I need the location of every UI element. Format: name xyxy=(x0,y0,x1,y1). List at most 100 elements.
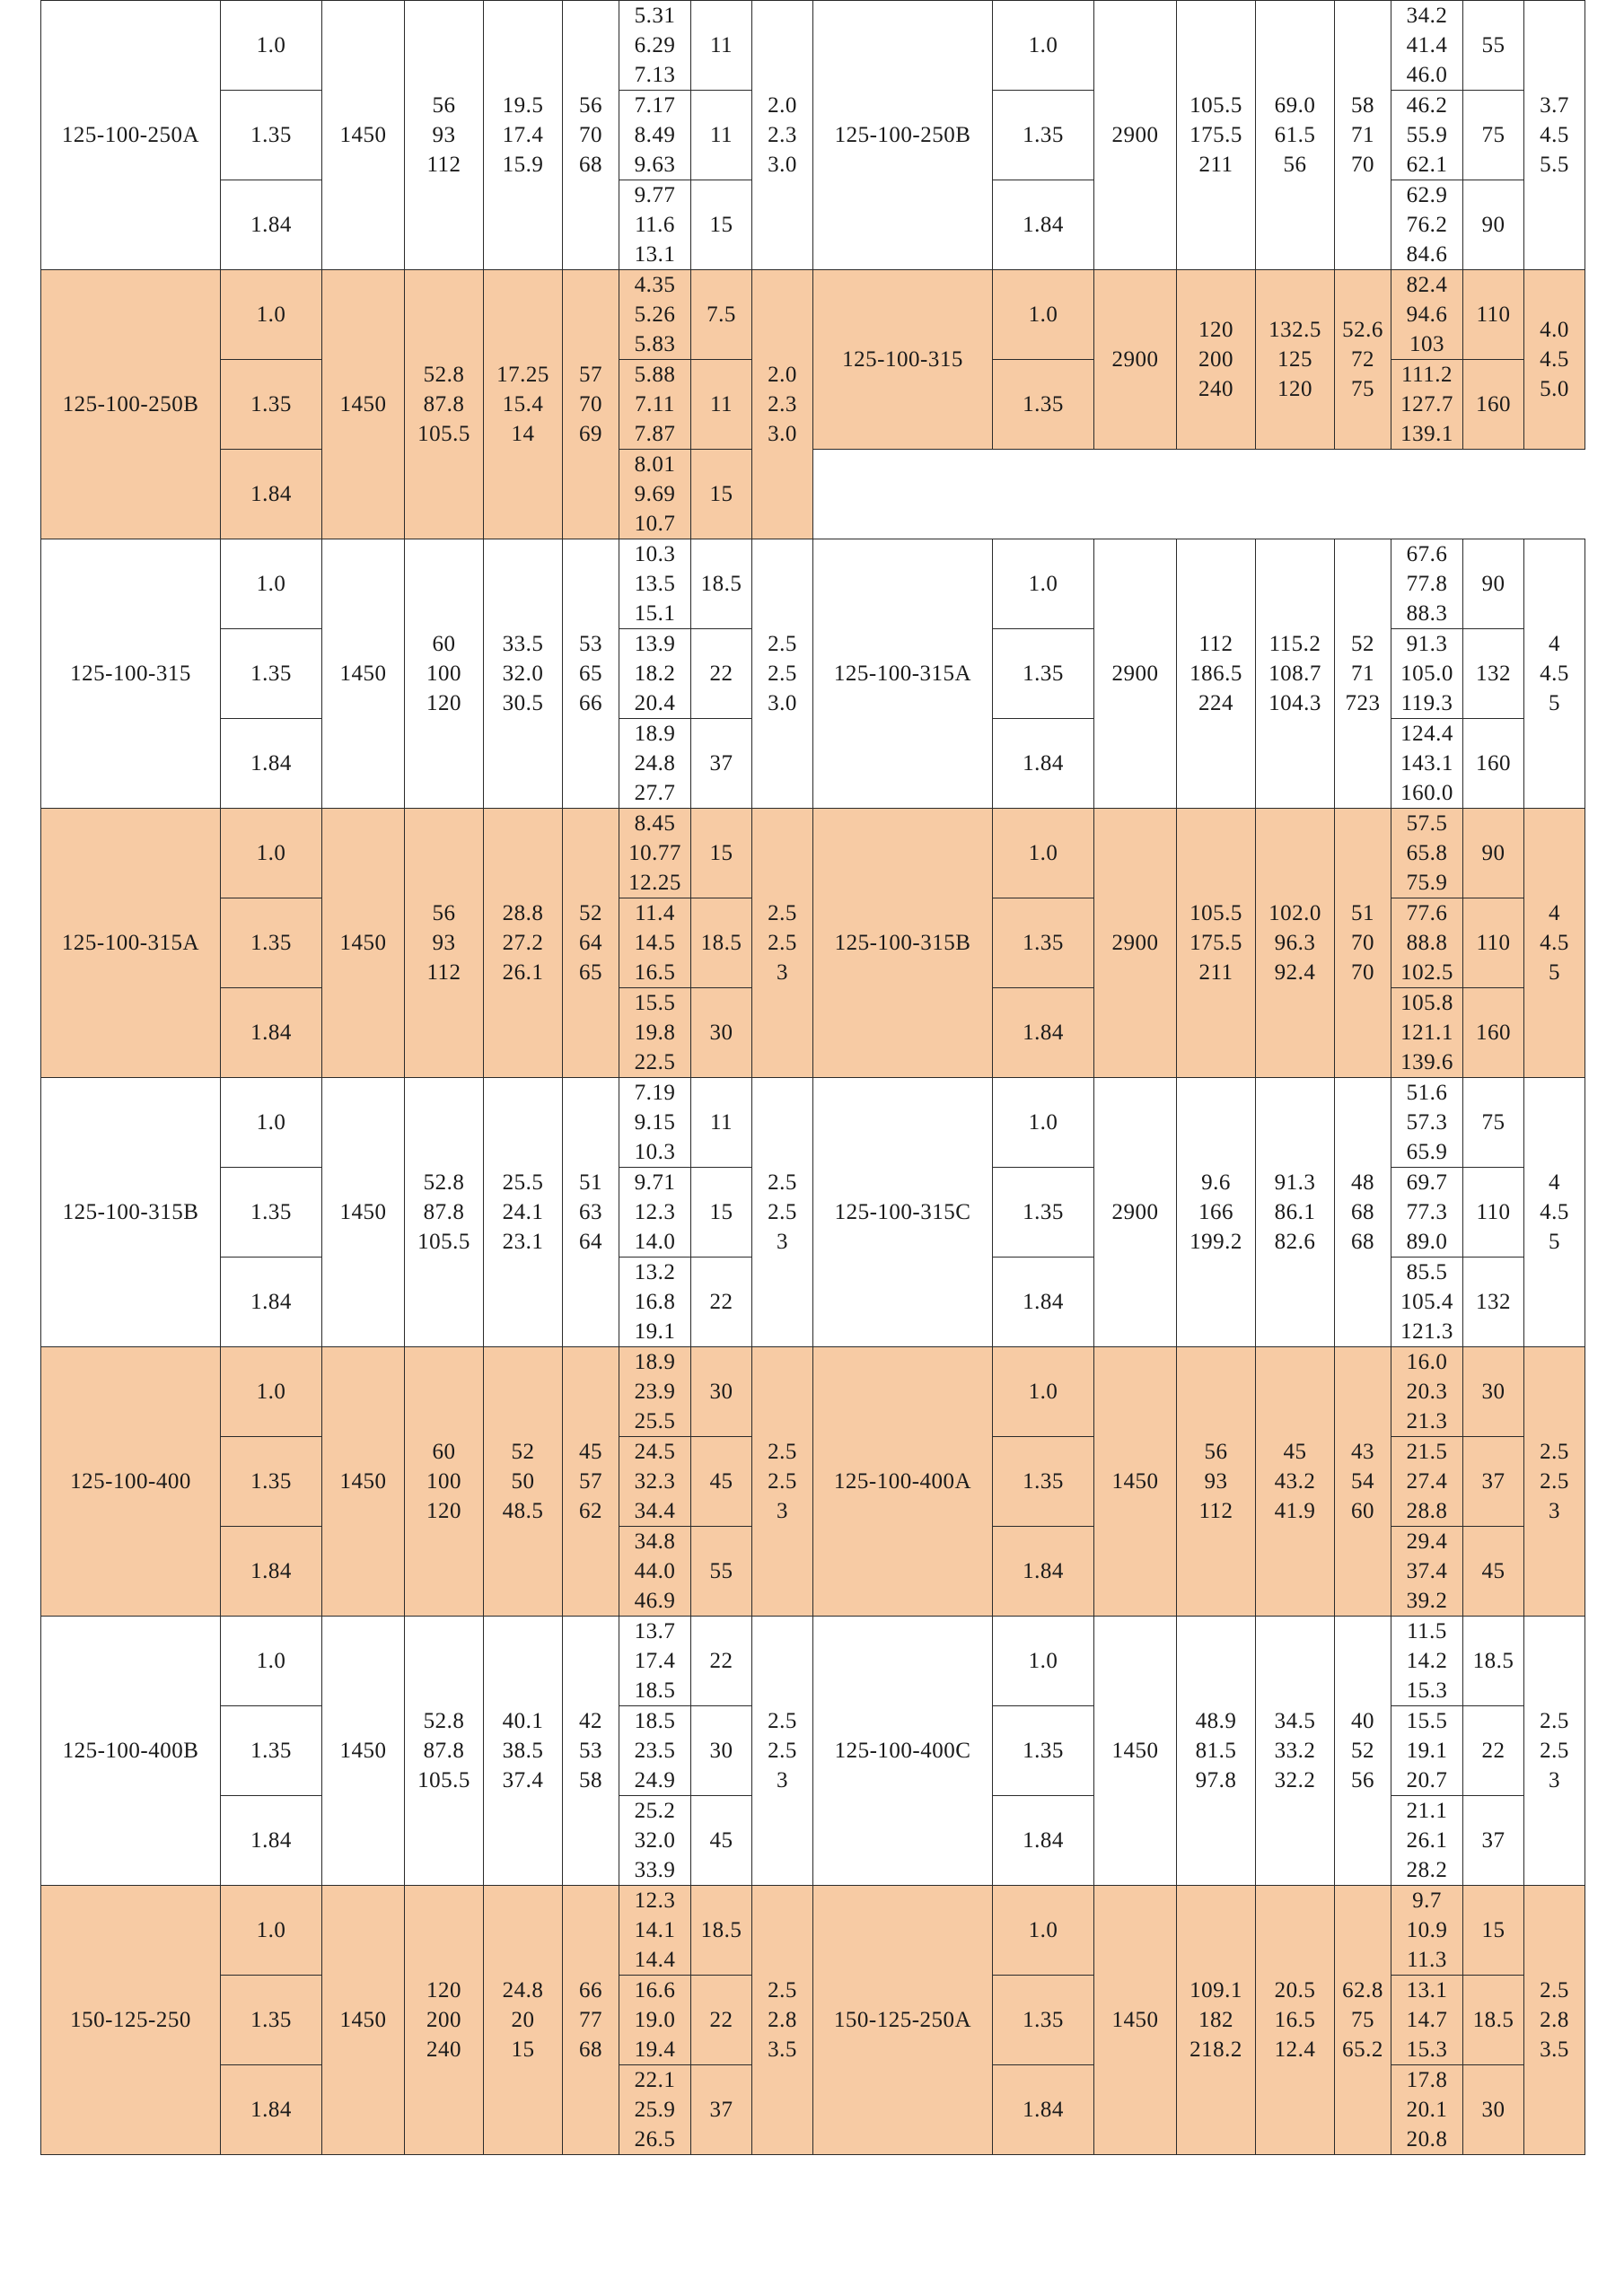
npsh-cell-value: 4.5 xyxy=(1540,347,1569,372)
rpm-cell: 2900 xyxy=(1093,1077,1177,1347)
flow-cell-value: 200 xyxy=(426,2008,461,2032)
head-cell-value: 34.5 xyxy=(1274,1709,1316,1733)
flow-cell: 109.1 182 218.2 xyxy=(1176,1885,1256,2155)
power-cell-value: 20.7 xyxy=(1406,1768,1448,1792)
table-row: 1.35 5.88 7.11 7.87 11 1.35 111.2 127.7 139.1 160 xyxy=(41,359,1585,450)
power-cell-value: 15.5 xyxy=(634,991,676,1015)
power-cell-value: 8.45 xyxy=(634,811,676,836)
power-cell-value: 65.8 xyxy=(1406,841,1448,865)
motor-power-cell: 37 xyxy=(1462,1795,1524,1886)
power-cell-value: 55.9 xyxy=(1406,123,1448,147)
npsh-cell-value: 4.5 xyxy=(1540,1200,1569,1224)
efficiency-cell-value: 52 xyxy=(1351,1739,1374,1763)
power-cell-value: 16.8 xyxy=(634,1290,676,1314)
speed-ratio-cell: 1.84 xyxy=(992,987,1094,1078)
power-cell-value: 18.5 xyxy=(634,1678,676,1703)
head-cell-value: 12.4 xyxy=(1274,2037,1316,2062)
table-row: 150-125-250 1.0 1450 120 200 240 24.8 20 15 66 77 6… xyxy=(40,1885,1585,2155)
npsh-cell-value: 2.5 xyxy=(768,1200,797,1224)
head-cell-value: 52 xyxy=(511,1440,535,1464)
power-cell-value: 22.1 xyxy=(634,2068,676,2092)
speed-ratio-cell: 1.84 xyxy=(992,1795,1094,1886)
efficiency-cell: 52 71 723 xyxy=(1334,539,1391,809)
npsh-cell-value: 3 xyxy=(777,1768,788,1792)
efficiency-cell-value: 72 xyxy=(1351,347,1374,372)
power-cell-value: 9.15 xyxy=(634,1110,676,1135)
flow-cell-value: 60 xyxy=(432,632,456,656)
efficiency-cell-value: 64 xyxy=(579,931,602,955)
rpm-cell: 1450 xyxy=(321,0,405,270)
speed-ratio-cell: 1.35 xyxy=(220,90,322,180)
power-cell-value: 14.1 xyxy=(634,1918,676,1942)
npsh-cell-value: 3 xyxy=(777,960,788,985)
power-cell-value: 19.4 xyxy=(634,2037,676,2062)
power-cell: 13.9 18.2 20.4 xyxy=(619,628,691,719)
speed-ratio-cell: 1.84 xyxy=(220,180,322,270)
power-cell-value: 16.6 xyxy=(634,1978,676,2002)
power-cell-value: 37.4 xyxy=(1406,1559,1448,1583)
efficiency-cell-value: 70 xyxy=(579,392,602,416)
power-cell-value: 124.4 xyxy=(1400,722,1453,746)
efficiency-cell-value: 62.8 xyxy=(1342,1978,1383,2002)
power-cell-value: 20.8 xyxy=(1406,2127,1448,2151)
npsh-cell-value: 2.5 xyxy=(768,662,797,686)
power-cell: 25.2 32.0 33.9 xyxy=(619,1795,691,1886)
npsh-cell: 2.0 2.3 3.0 xyxy=(751,269,813,539)
efficiency-cell-value: 48 xyxy=(1351,1170,1374,1195)
model-name-cell: 125-100-315B xyxy=(812,808,993,1078)
flow-cell-value: 93 xyxy=(432,931,456,955)
speed-ratio-cell: 1.0 xyxy=(992,1885,1094,1976)
speed-ratio-cell: 1.35 xyxy=(220,1975,322,2065)
flow-cell-value: 93 xyxy=(1204,1469,1228,1494)
power-cell-value: 33.9 xyxy=(634,1858,676,1882)
rpm-cell: 1450 xyxy=(321,1077,405,1347)
head-cell-value: 125 xyxy=(1277,347,1312,372)
power-cell: 12.3 14.1 14.4 xyxy=(619,1885,691,1976)
head-cell-value: 32.2 xyxy=(1274,1768,1316,1792)
flow-cell: 48.9 81.5 97.8 xyxy=(1176,1616,1256,1886)
table-row: 1.35 13.9 18.2 20.4 22 1.35 91.3 105.0 119.3 132 xyxy=(41,628,1585,719)
rpm-cell: 1450 xyxy=(1093,1616,1177,1886)
power-cell-value: 4.35 xyxy=(634,273,676,297)
flow-cell-value: 112 xyxy=(426,960,461,985)
flow-cell-value: 97.8 xyxy=(1195,1768,1237,1792)
power-cell-value: 12.3 xyxy=(634,1889,676,1913)
flow-cell: 56 93 112 xyxy=(1176,1346,1256,1617)
efficiency-cell-value: 66 xyxy=(579,691,602,715)
npsh-cell: 2.5 2.8 3.5 xyxy=(1523,1885,1585,2155)
flow-cell: 105.5 175.5 211 xyxy=(1176,0,1256,270)
power-cell-value: 11.5 xyxy=(1407,1619,1447,1643)
speed-ratio-cell: 1.84 xyxy=(220,1526,322,1617)
power-cell-value: 19.1 xyxy=(1406,1739,1448,1763)
npsh-cell-value: 5.5 xyxy=(1540,153,1569,177)
efficiency-cell-value: 77 xyxy=(579,2008,602,2032)
power-cell: 34.8 44.0 46.9 xyxy=(619,1526,691,1617)
efficiency-cell: 62.8 75 65.2 xyxy=(1334,1885,1391,2155)
rpm-cell: 1450 xyxy=(321,269,405,539)
power-cell: 24.5 32.3 34.4 xyxy=(619,1436,691,1527)
power-cell: 18.9 24.8 27.7 xyxy=(619,718,691,809)
model-name-cell: 125-100-315 xyxy=(812,269,993,450)
head-cell-value: 86.1 xyxy=(1274,1200,1316,1224)
power-cell-value: 105.0 xyxy=(1400,662,1453,686)
power-cell-value: 41.4 xyxy=(1406,33,1448,57)
head-cell-value: 17.25 xyxy=(496,363,549,387)
power-cell: 17.8 20.1 20.8 xyxy=(1391,2064,1463,2155)
head-cell-value: 23.1 xyxy=(502,1230,544,1254)
efficiency-cell-value: 58 xyxy=(579,1768,602,1792)
head-cell-value: 40.1 xyxy=(502,1709,544,1733)
flow-cell-value: 87.8 xyxy=(423,1739,465,1763)
motor-power-cell: 132 xyxy=(1462,628,1524,719)
power-cell: 51.6 57.3 65.9 xyxy=(1391,1077,1463,1168)
power-cell-value: 21.5 xyxy=(1406,1440,1448,1464)
flow-cell: 52.8 87.8 105.5 xyxy=(404,1616,484,1886)
power-cell-value: 32.0 xyxy=(634,1828,676,1853)
efficiency-cell-value: 70 xyxy=(579,123,602,147)
head-cell-value: 17.4 xyxy=(502,123,544,147)
power-cell-value: 12.25 xyxy=(628,871,681,895)
flow-cell-value: 109.1 xyxy=(1189,1978,1242,2002)
npsh-cell-value: 2.5 xyxy=(1540,1739,1569,1763)
motor-power-cell: 45 xyxy=(690,1795,752,1886)
efficiency-cell-value: 66 xyxy=(579,1978,602,2002)
head-cell: 52 50 48.5 xyxy=(483,1346,563,1617)
